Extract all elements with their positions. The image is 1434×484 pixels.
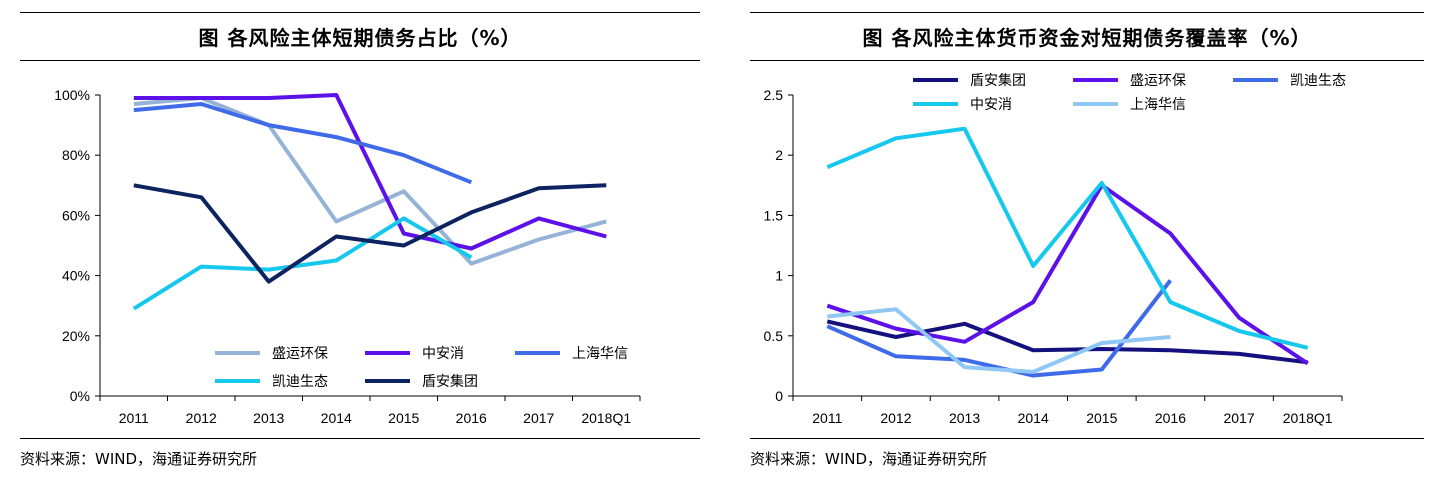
x-tick-label: 2012 bbox=[880, 410, 911, 426]
right-chart-panel: 图 各风险主体货币资金对短期债务覆盖率（%） 0 0.5 1 1.5 2 2.5 2011 2… bbox=[730, 0, 1434, 484]
y-tick-label: 60% bbox=[62, 207, 90, 223]
x-tick-label: 2011 bbox=[119, 410, 149, 426]
x-tick-label: 2011 bbox=[812, 410, 842, 426]
y-tick-label: 20% bbox=[62, 328, 90, 344]
chart-title: 图 各风险主体货币资金对短期债务覆盖率（%） bbox=[862, 26, 1312, 50]
x-tick-label: 2012 bbox=[186, 410, 217, 426]
y-tick-label: 1 bbox=[775, 268, 783, 284]
series-line bbox=[826, 183, 1309, 366]
x-tick-label: 2016 bbox=[1155, 410, 1186, 426]
legend-label: 凯迪生态 bbox=[1290, 73, 1346, 89]
x-tick-label: 2013 bbox=[949, 410, 980, 426]
x-tick-label: 2015 bbox=[388, 410, 419, 426]
series-line bbox=[133, 102, 473, 185]
x-tick-label: 2016 bbox=[456, 410, 487, 426]
line-chart: 0% 20% 40% 60% 80% 100% 2011 2012 2013 2014 2015 20… bbox=[54, 87, 641, 426]
x-tick-label: 2018Q1 bbox=[581, 410, 631, 426]
legend-label: 盾安集团 bbox=[422, 373, 478, 390]
legend-label: 上海华信 bbox=[572, 346, 628, 362]
x-tick-label: 2013 bbox=[253, 410, 284, 426]
legend-label: 中安消 bbox=[970, 97, 1012, 113]
y-tick-label: 1.5 bbox=[764, 207, 784, 223]
series-line bbox=[826, 319, 1308, 365]
y-tick-label: 100% bbox=[54, 87, 90, 103]
x-tick-label: 2017 bbox=[523, 410, 554, 426]
series-line bbox=[133, 96, 607, 266]
y-tick-label: 0% bbox=[70, 388, 90, 404]
source-rule bbox=[750, 438, 1424, 439]
y-tick-label: 0 bbox=[775, 388, 783, 404]
y-tick-label: 80% bbox=[62, 147, 90, 163]
legend-label: 凯迪生态 bbox=[272, 374, 328, 390]
x-tick-label: 2015 bbox=[1086, 410, 1117, 426]
x-tick-label: 2017 bbox=[1223, 410, 1254, 426]
source-note: 资料来源：WIND，海通证券研究所 bbox=[750, 450, 988, 468]
legend-label: 上海华信 bbox=[1130, 97, 1186, 113]
series-line bbox=[826, 279, 1172, 378]
y-tick-label: 2 bbox=[775, 147, 783, 163]
top-rule bbox=[20, 12, 700, 13]
x-tick-label: 2014 bbox=[321, 410, 352, 426]
left-chart-panel: 图 各风险主体短期债务占比（%） 0% 20% 40% 60% 80% 100% 2011 2… bbox=[0, 0, 710, 484]
y-tick-label: 2.5 bbox=[764, 87, 784, 103]
series-line bbox=[133, 93, 607, 251]
source-rule bbox=[20, 438, 700, 439]
y-tick-label: 40% bbox=[62, 268, 90, 284]
legend-label: 盛运环保 bbox=[1130, 73, 1186, 89]
title-rule bbox=[20, 60, 700, 61]
line-chart: 0 0.5 1 1.5 2 2.5 2011 2012 2013 2014 2015 2016 2017… bbox=[764, 72, 1346, 426]
series-line bbox=[827, 307, 1171, 374]
y-tick-label: 0.5 bbox=[764, 328, 784, 344]
x-tick-label: 2018Q1 bbox=[1283, 410, 1333, 426]
x-tick-label: 2014 bbox=[1018, 410, 1049, 426]
series-line bbox=[132, 216, 473, 311]
legend-label: 中安消 bbox=[422, 346, 464, 362]
legend-label: 盾安集团 bbox=[970, 72, 1026, 89]
series-line bbox=[826, 126, 1309, 350]
top-rule bbox=[750, 12, 1424, 13]
chart-title: 图 各风险主体短期债务占比（%） bbox=[198, 26, 522, 50]
legend-label: 盛运环保 bbox=[272, 346, 328, 362]
source-note: 资料来源：WIND，海通证券研究所 bbox=[20, 450, 258, 468]
title-rule bbox=[750, 60, 1424, 61]
series-line bbox=[133, 183, 607, 284]
